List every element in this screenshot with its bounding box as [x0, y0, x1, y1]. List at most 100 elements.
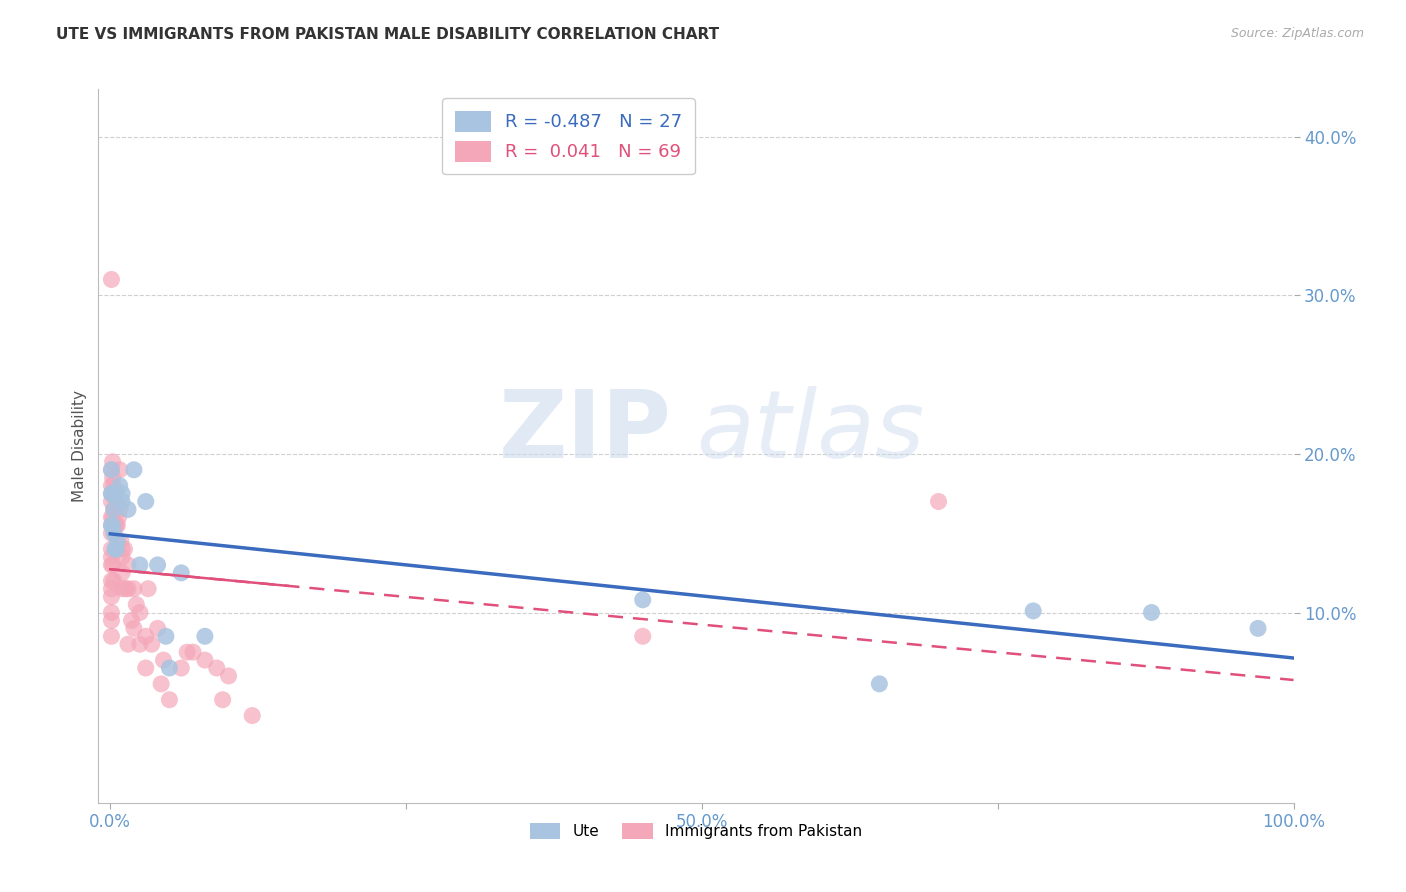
Point [114, 542, 136, 557]
Point [100, 582, 122, 596]
Point [117, 558, 139, 572]
Point [100, 486, 122, 500]
Point [152, 653, 174, 667]
Point [104, 542, 127, 557]
Point [101, 455, 124, 469]
Point [100, 463, 122, 477]
Point [114, 582, 136, 596]
Point [100, 463, 122, 477]
Point [194, 653, 217, 667]
Point [170, 566, 193, 580]
Point [146, 558, 169, 572]
Point [111, 542, 134, 557]
Point [105, 542, 128, 557]
Point [103, 502, 125, 516]
Text: atlas: atlas [696, 386, 924, 477]
Point [1022, 604, 1045, 618]
Point [100, 518, 122, 533]
Point [135, 629, 157, 643]
Text: Source: ZipAtlas.com: Source: ZipAtlas.com [1230, 27, 1364, 40]
Legend: Ute, Immigrants from Pakistan: Ute, Immigrants from Pakistan [523, 817, 869, 845]
Point [868, 677, 890, 691]
Point [631, 592, 654, 607]
Point [100, 494, 122, 508]
Point [155, 629, 177, 643]
Point [105, 534, 128, 549]
Point [1247, 621, 1270, 635]
Point [100, 510, 122, 524]
Point [157, 661, 180, 675]
Point [631, 629, 654, 643]
Point [157, 692, 180, 706]
Point [135, 494, 157, 508]
Point [121, 614, 143, 628]
Point [1140, 606, 1163, 620]
Point [100, 526, 122, 541]
Point [117, 637, 139, 651]
Point [100, 486, 122, 500]
Point [101, 486, 124, 500]
Point [104, 518, 127, 533]
Point [111, 549, 134, 564]
Point [100, 478, 122, 492]
Text: ZIP: ZIP [499, 385, 672, 478]
Point [205, 661, 228, 675]
Y-axis label: Male Disability: Male Disability [72, 390, 87, 502]
Point [181, 645, 204, 659]
Point [105, 542, 128, 557]
Point [125, 598, 148, 612]
Point [150, 677, 173, 691]
Point [128, 606, 150, 620]
Point [128, 637, 150, 651]
Point [103, 502, 125, 516]
Point [117, 582, 139, 596]
Point [100, 629, 122, 643]
Point [100, 558, 122, 572]
Point [128, 558, 150, 572]
Point [107, 510, 129, 524]
Point [111, 582, 134, 596]
Point [105, 494, 128, 508]
Point [146, 621, 169, 635]
Point [100, 542, 122, 557]
Point [103, 574, 125, 588]
Point [105, 518, 128, 533]
Point [101, 510, 124, 524]
Point [101, 518, 124, 533]
Point [100, 574, 122, 588]
Point [111, 566, 134, 580]
Point [101, 471, 124, 485]
Point [194, 629, 217, 643]
Point [105, 518, 128, 533]
Point [101, 558, 124, 572]
Point [111, 486, 134, 500]
Point [103, 526, 125, 541]
Point [136, 582, 159, 596]
Point [122, 463, 145, 477]
Point [122, 582, 145, 596]
Point [122, 621, 145, 635]
Point [100, 606, 122, 620]
Point [108, 502, 131, 516]
Point [176, 645, 198, 659]
Point [100, 590, 122, 604]
Point [110, 534, 132, 549]
Point [211, 692, 233, 706]
Point [108, 463, 131, 477]
Point [100, 549, 122, 564]
Point [101, 486, 124, 500]
Point [141, 637, 163, 651]
Point [104, 486, 127, 500]
Point [100, 272, 122, 286]
Point [100, 614, 122, 628]
Point [100, 518, 122, 533]
Text: UTE VS IMMIGRANTS FROM PAKISTAN MALE DISABILITY CORRELATION CHART: UTE VS IMMIGRANTS FROM PAKISTAN MALE DIS… [56, 27, 720, 42]
Point [240, 708, 263, 723]
Point [170, 661, 193, 675]
Point [218, 669, 240, 683]
Point [135, 661, 157, 675]
Point [117, 502, 139, 516]
Point [108, 478, 131, 492]
Point [928, 494, 950, 508]
Point [111, 494, 134, 508]
